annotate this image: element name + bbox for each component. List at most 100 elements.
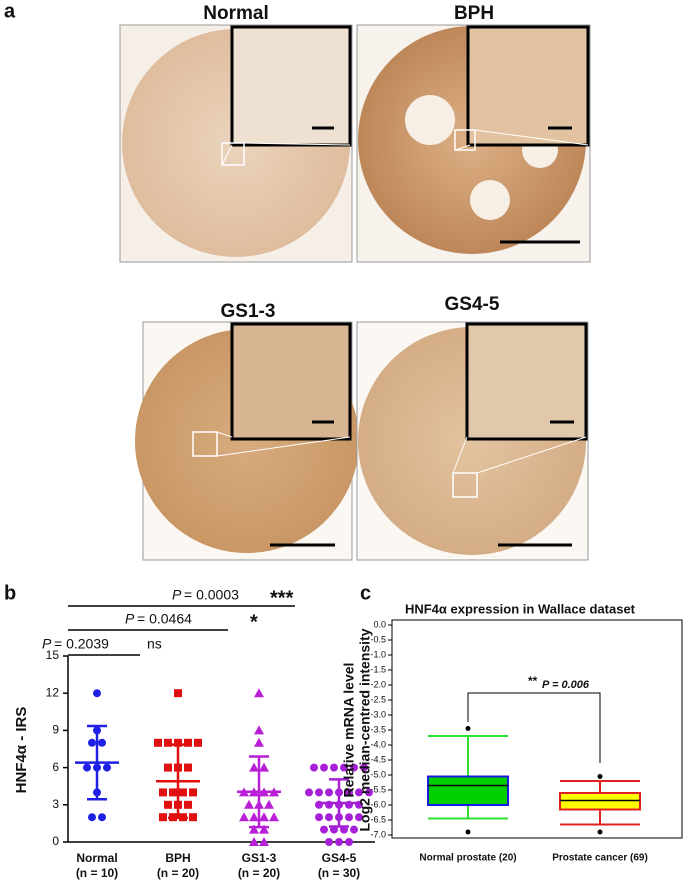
- data-point: [264, 799, 274, 809]
- data-point: [259, 762, 269, 772]
- data-point: [320, 825, 328, 834]
- y-tick-label: 12: [46, 685, 60, 699]
- significance-stars: ns: [147, 636, 162, 652]
- y-tick-label: -7.0: [370, 829, 386, 839]
- data-point: [164, 763, 172, 772]
- y-tick-label: -1.5: [370, 664, 386, 674]
- x-tick-label: BPH: [165, 851, 190, 865]
- p-value: = 0.0464: [137, 611, 192, 627]
- y-tick-label: 15: [46, 648, 60, 662]
- y-tick-label: -5.0: [370, 769, 386, 779]
- panel-label: c: [360, 582, 371, 604]
- p-symbol: P: [172, 587, 182, 603]
- error-bar: [168, 743, 188, 820]
- data-point: [350, 825, 358, 834]
- y-tick-label: 9: [52, 723, 59, 737]
- micrograph-title: GS1-3: [221, 301, 276, 322]
- x-tick-label: Prostate cancer (69): [552, 853, 648, 864]
- x-tick-label: (n = 20): [157, 866, 199, 880]
- x-tick-label: (n = 10): [76, 866, 118, 880]
- data-point: [335, 838, 343, 846]
- data-point: [350, 763, 358, 772]
- data-point: [249, 762, 259, 772]
- data-point: [174, 689, 182, 698]
- data-point: [184, 738, 192, 747]
- x-tick-label: Normal: [76, 851, 117, 865]
- y-axis-label: Relative mRNA level: [341, 663, 357, 798]
- data-point: [184, 800, 192, 809]
- y-axis-label: HNF4α - IRS: [13, 707, 30, 794]
- data-point: [355, 813, 363, 822]
- data-point: [239, 812, 249, 822]
- data-point: [315, 788, 323, 797]
- data-point: [345, 788, 353, 797]
- data-point: [249, 824, 259, 834]
- data-point: [330, 763, 338, 772]
- y-tick-label: 3: [52, 797, 59, 811]
- data-point: [249, 837, 259, 846]
- y-tick-label: -6.5: [370, 814, 386, 824]
- data-point: [259, 812, 269, 822]
- data-point: [269, 812, 279, 822]
- data-point: [360, 763, 368, 772]
- x-tick-label: (n = 20): [238, 866, 280, 880]
- y-tick-label: 0.0: [373, 619, 386, 629]
- data-point: [320, 763, 328, 772]
- data-point: [315, 813, 323, 822]
- whisker: [428, 735, 508, 777]
- whisker: [428, 805, 508, 820]
- outlier: [465, 829, 471, 835]
- error-bar: [329, 778, 349, 828]
- panel-label: b: [4, 582, 16, 604]
- whisker: [560, 809, 640, 826]
- data-point: [189, 813, 197, 822]
- p-symbol: P: [42, 636, 52, 652]
- data-point: [83, 763, 91, 772]
- significance-stars: *: [250, 611, 258, 633]
- outlier: [465, 726, 471, 731]
- data-point: [259, 837, 269, 846]
- data-point: [93, 689, 101, 698]
- y-tick-label: -3.5: [370, 724, 386, 734]
- micrograph-title: Normal: [203, 3, 268, 24]
- significance-stars: ***: [270, 587, 294, 609]
- outlier: [597, 829, 603, 835]
- data-point: [254, 737, 264, 747]
- data-point: [244, 799, 254, 809]
- data-point: [98, 738, 106, 747]
- p-value: = 0.0003: [184, 587, 239, 603]
- data-point: [325, 788, 333, 797]
- data-point: [164, 800, 172, 809]
- micrograph-title: BPH: [454, 3, 494, 24]
- data-point: [325, 838, 333, 846]
- p-value: P = 0.006: [542, 679, 590, 691]
- micrograph: [119, 24, 353, 263]
- y-tick-label: -0.5: [370, 634, 386, 644]
- micrograph-title: GS4-5: [445, 294, 500, 315]
- data-point: [174, 738, 182, 747]
- data-point: [164, 738, 172, 747]
- data-point: [345, 838, 353, 846]
- data-point: [340, 763, 348, 772]
- data-point: [154, 738, 162, 747]
- data-point: [159, 788, 167, 797]
- y-tick-label: -2.0: [370, 679, 386, 689]
- y-tick-label: -4.0: [370, 739, 386, 749]
- data-point: [355, 788, 363, 797]
- data-point: [254, 725, 264, 735]
- data-point: [325, 813, 333, 822]
- data-point: [189, 788, 197, 797]
- y-tick-label: -3.0: [370, 709, 386, 719]
- significance-bracket: [467, 692, 601, 763]
- data-point: [249, 812, 259, 822]
- y-tick-label: -5.5: [370, 784, 386, 794]
- data-point: [88, 813, 96, 822]
- chart-title: HNF4α expression in Wallace dataset: [405, 601, 636, 616]
- p-symbol: P: [125, 611, 135, 627]
- y-axis-label: Log2 median-centred intensity: [357, 628, 373, 831]
- outlier: [597, 774, 603, 779]
- data-point: [194, 738, 202, 747]
- data-point: [259, 824, 269, 834]
- x-tick-label: (n = 30): [318, 866, 360, 880]
- data-point: [365, 788, 373, 797]
